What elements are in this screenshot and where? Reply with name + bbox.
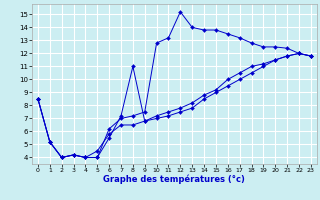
X-axis label: Graphe des températures (°c): Graphe des températures (°c) <box>103 175 245 184</box>
